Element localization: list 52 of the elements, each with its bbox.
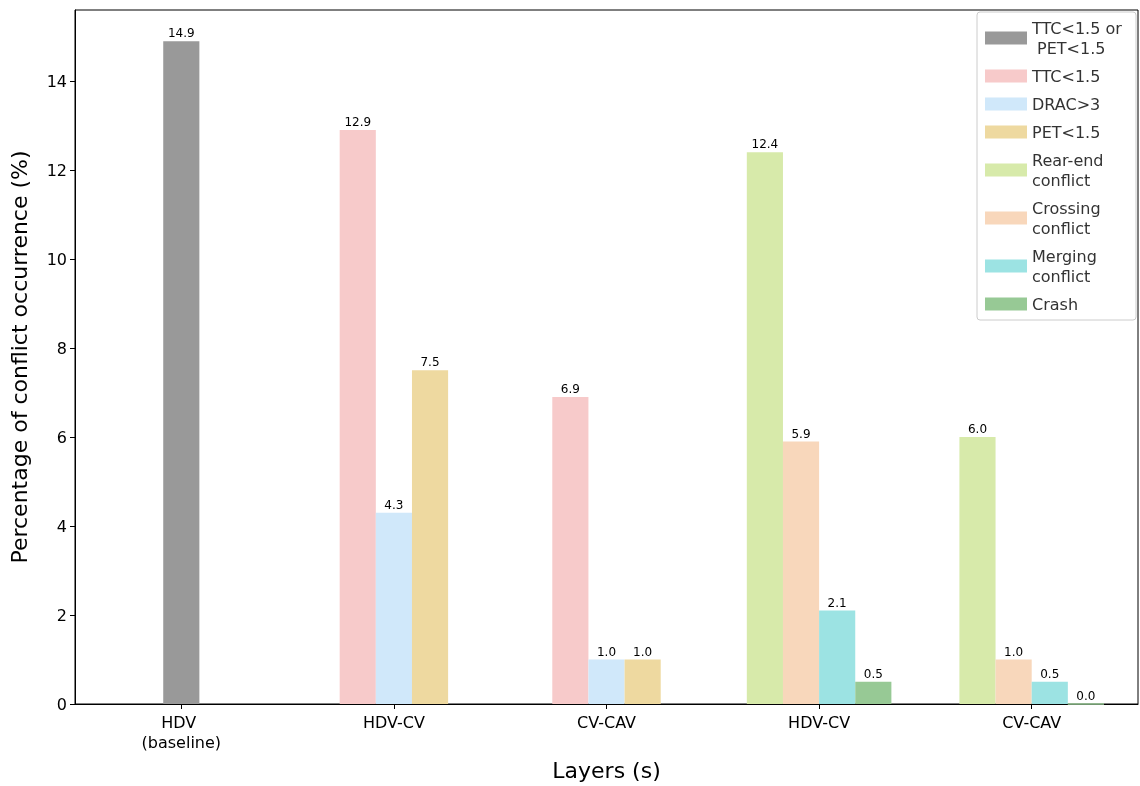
bar <box>959 437 996 704</box>
legend-label: Rear-end conflict <box>1032 150 1109 190</box>
data-label: 7.5 <box>420 355 440 370</box>
data-label: 0.5 <box>1040 666 1060 681</box>
data-label: 6.9 <box>560 382 580 397</box>
data-label: 6.0 <box>967 422 988 437</box>
bar <box>339 130 376 704</box>
bar <box>782 441 820 704</box>
x-axis-title: Layers (s) <box>552 757 661 783</box>
y-tick-label: 12 <box>46 160 67 180</box>
x-tick-label: HDV-CV <box>788 712 851 732</box>
legend-label: DRAC>3 <box>1032 94 1101 114</box>
legend-label: TTC<1.5 or PET<1.5 <box>1031 18 1123 58</box>
y-tick-label: 0 <box>56 694 67 714</box>
data-label: 0.5 <box>863 666 883 681</box>
data-label: 5.9 <box>791 426 811 441</box>
bar <box>1031 681 1068 704</box>
legend-label: TTC<1.5 <box>1031 66 1101 86</box>
data-label: 1.0 <box>1004 644 1024 659</box>
x-tick-label: CV-CAV <box>577 712 637 732</box>
y-tick-label: 10 <box>46 249 67 269</box>
data-label: 12.4 <box>751 137 779 152</box>
data-label: 14.9 <box>167 26 195 41</box>
x-tick-label: HDV-CV <box>362 712 425 732</box>
data-label: 1.0 <box>633 644 653 659</box>
y-tick-label: 14 <box>46 71 67 91</box>
bar <box>855 681 892 704</box>
y-tick-label: 6 <box>56 427 67 447</box>
y-axis-title: Percentage of conflict occurrence (%) <box>6 150 32 564</box>
legend-label: PET<1.5 <box>1032 122 1101 142</box>
x-tick-label: HDV (baseline) <box>141 712 222 752</box>
bar <box>163 41 200 704</box>
bar <box>588 659 625 704</box>
y-tick-label: 8 <box>56 338 67 358</box>
data-label: 1.0 <box>596 644 617 659</box>
bar <box>819 610 856 704</box>
data-label: 12.9 <box>344 115 372 130</box>
bar <box>624 659 661 704</box>
data-label: 4.3 <box>384 497 404 512</box>
bar <box>411 370 449 704</box>
y-tick-label: 4 <box>56 516 67 536</box>
x-tick-label: CV-CAV <box>1002 712 1062 732</box>
legend-label: Merging conflict <box>1032 246 1102 286</box>
bar <box>375 512 412 704</box>
legend-label: Crossing conflict <box>1032 198 1106 238</box>
bar <box>995 659 1032 704</box>
y-tick-label: 2 <box>56 605 67 625</box>
data-label: 2.1 <box>827 595 847 610</box>
bar <box>746 152 783 704</box>
legend-label: Crash <box>1032 294 1079 314</box>
data-label: 0.0 <box>1076 689 1096 703</box>
bar <box>552 397 589 704</box>
